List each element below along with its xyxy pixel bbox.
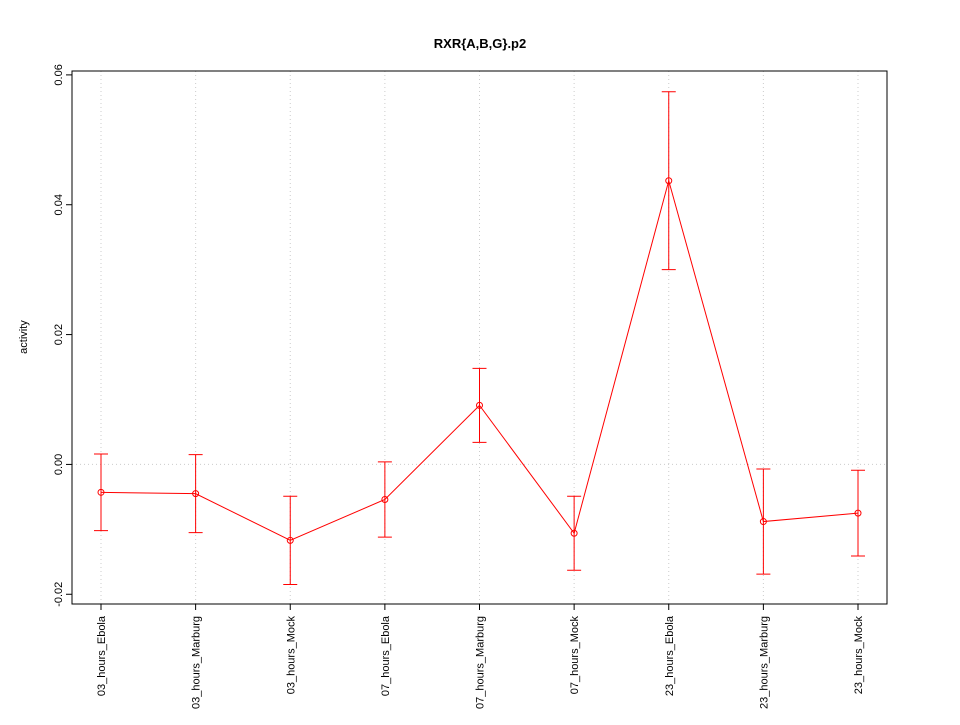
x-tick-label: 23_hours_Mock [853,616,865,695]
point [97,488,105,496]
error-bar [756,468,771,575]
error-bar [377,461,392,538]
point [665,177,673,185]
x-tick-label: 03_hours_Mock [285,616,297,695]
error-bar [661,91,676,271]
x-tick-label: 07_hours_Ebola [380,615,392,696]
point [381,495,389,503]
x-tick-label: 07_hours_Marburg [475,616,487,709]
x-tick-label: 23_hours_Ebola [664,615,676,696]
y-tick-label: -0.02 [53,582,65,607]
x-tick-label: 23_hours_Marburg [758,616,770,709]
point [570,529,578,537]
error-bar [188,454,203,534]
x-tick-label: 03_hours_Ebola [96,615,108,696]
y-axis-label: activity [18,320,30,354]
point [476,401,483,409]
point [759,518,767,526]
point [854,509,862,517]
x-tick-label: 03_hours_Marburg [191,616,203,709]
chart-title: RXR{A,B,G}.p2 [434,36,526,51]
error-bar [94,453,108,532]
error-bar [851,469,865,557]
error-bar [283,495,298,586]
y-tick-label: 0.04 [53,194,65,215]
y-tick-label: 0.02 [53,324,65,345]
point [192,490,200,498]
y-tick-label: 0.00 [53,454,65,475]
error-bar [472,367,487,443]
error-bar [567,495,582,571]
x-tick-label: 07_hours_Mock [569,616,581,695]
y-tick-label: 0.06 [53,64,65,85]
point [286,536,294,544]
